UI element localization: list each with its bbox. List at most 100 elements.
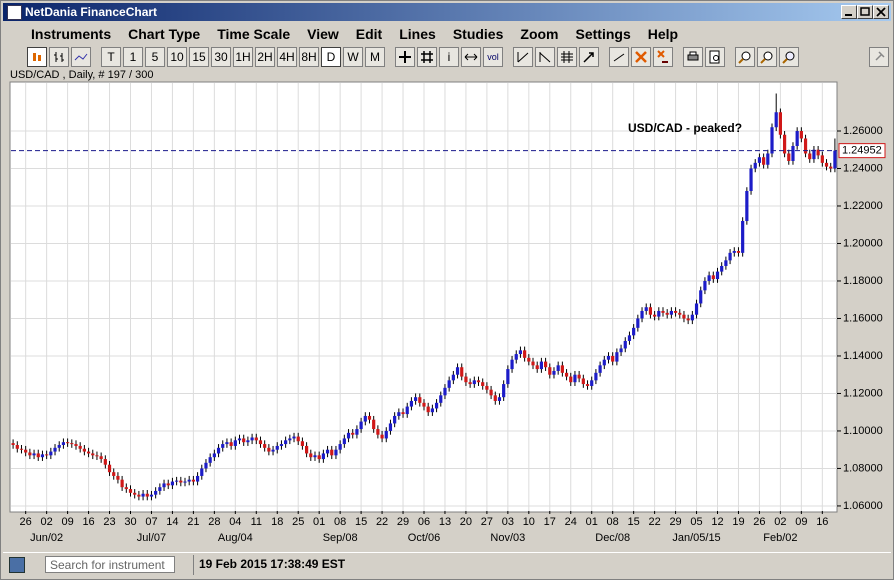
candle-body bbox=[334, 449, 338, 456]
x-tick-label: 29 bbox=[397, 516, 409, 528]
candle-body bbox=[166, 483, 170, 486]
candle-body bbox=[112, 472, 116, 476]
candle-body bbox=[384, 430, 388, 439]
candle-body bbox=[615, 352, 619, 362]
x-tick-label: 13 bbox=[439, 516, 451, 528]
x-tick-label: 15 bbox=[355, 516, 367, 528]
candle-body bbox=[309, 453, 313, 458]
fibonacci-button[interactable] bbox=[557, 47, 577, 67]
candle-body bbox=[627, 335, 632, 341]
period-button[interactable]: 8H bbox=[299, 47, 319, 67]
x-tick-label: 19 bbox=[732, 516, 744, 528]
candle-body bbox=[447, 380, 451, 388]
candle-body bbox=[78, 445, 82, 449]
menu-item[interactable]: Studies bbox=[452, 26, 504, 42]
candle-body bbox=[833, 150, 837, 169]
line-chart-button[interactable] bbox=[71, 47, 91, 67]
x-tick-label: 17 bbox=[544, 516, 556, 528]
candle-body bbox=[32, 453, 36, 456]
candle-body bbox=[636, 318, 640, 328]
candle-body bbox=[28, 452, 32, 456]
period-button[interactable]: M bbox=[365, 47, 385, 67]
period-button[interactable]: 4H bbox=[277, 47, 297, 67]
menu-item[interactable]: Settings bbox=[575, 26, 631, 42]
candle-body bbox=[133, 492, 137, 495]
period-button[interactable]: 1 bbox=[123, 47, 143, 67]
scroll-button[interactable] bbox=[461, 47, 481, 67]
candle-body bbox=[787, 153, 791, 161]
candle-body bbox=[99, 456, 103, 460]
candle-body bbox=[762, 157, 766, 165]
x-month-label: Feb/02 bbox=[763, 532, 797, 544]
period-button[interactable]: 1H bbox=[233, 47, 253, 67]
candle-body bbox=[195, 475, 200, 482]
period-button[interactable]: 15 bbox=[189, 47, 209, 67]
menu-item[interactable]: Edit bbox=[355, 26, 383, 42]
volume-button[interactable]: vol bbox=[483, 47, 503, 67]
candle-chart-button[interactable] bbox=[27, 47, 47, 67]
zoom-in-button[interactable] bbox=[735, 47, 755, 67]
close-button[interactable] bbox=[873, 5, 889, 19]
candle-body bbox=[137, 494, 141, 497]
period-button[interactable]: D bbox=[321, 47, 341, 67]
x-tick-label: 18 bbox=[271, 516, 283, 528]
status-datetime: 19 Feb 2015 17:38:49 EST bbox=[199, 557, 346, 571]
candle-body bbox=[573, 374, 577, 383]
candle-body bbox=[372, 419, 376, 430]
candle-body bbox=[657, 310, 661, 317]
menu-item[interactable]: Time Scale bbox=[217, 26, 291, 42]
x-tick-label: 16 bbox=[82, 516, 94, 528]
menu-item[interactable]: Help bbox=[647, 26, 679, 42]
candle-body bbox=[619, 348, 623, 353]
instrument-search[interactable]: Search for instrument bbox=[45, 556, 175, 573]
zoom-out-button[interactable] bbox=[757, 47, 777, 67]
pin-button[interactable] bbox=[869, 47, 889, 67]
candle-body bbox=[556, 365, 560, 371]
maximize-button[interactable] bbox=[857, 5, 873, 19]
line-tool-button[interactable] bbox=[609, 47, 629, 67]
candle-body bbox=[665, 312, 669, 315]
period-button[interactable]: W bbox=[343, 47, 363, 67]
zoom-reset-button[interactable] bbox=[779, 47, 799, 67]
candle-body bbox=[460, 367, 464, 377]
print-button[interactable] bbox=[683, 47, 703, 67]
period-button[interactable]: 2H bbox=[255, 47, 275, 67]
period-button[interactable]: 30 bbox=[211, 47, 231, 67]
candle-body bbox=[715, 271, 720, 280]
bar-chart-button[interactable] bbox=[49, 47, 69, 67]
x-tick-label: 08 bbox=[334, 516, 346, 528]
menu-item[interactable]: Lines bbox=[399, 26, 436, 42]
window-title: NetDania FinanceChart bbox=[25, 5, 158, 19]
period-buttons: T 1 5 10 15 30 1H 2H 4H 8H D W M bbox=[101, 47, 385, 67]
period-button[interactable]: 5 bbox=[145, 47, 165, 67]
trend-line-button[interactable] bbox=[513, 47, 533, 67]
period-button[interactable]: 10 bbox=[167, 47, 187, 67]
delete-button[interactable] bbox=[631, 47, 651, 67]
grid-button[interactable] bbox=[417, 47, 437, 67]
channel-button[interactable] bbox=[535, 47, 555, 67]
candle-body bbox=[66, 442, 70, 444]
arrow-button[interactable] bbox=[579, 47, 599, 67]
annotation: USD/CAD - peaked? bbox=[628, 121, 742, 135]
x-tick-label: 01 bbox=[586, 516, 598, 528]
candle-body bbox=[216, 447, 221, 454]
menu-item[interactable]: Instruments bbox=[31, 26, 112, 42]
x-tick-label: 26 bbox=[20, 516, 32, 528]
candle-body bbox=[581, 378, 585, 385]
menu-item[interactable]: Chart Type bbox=[128, 26, 201, 42]
menu-item[interactable]: View bbox=[307, 26, 339, 42]
candle-body bbox=[774, 112, 778, 128]
preview-button[interactable] bbox=[705, 47, 725, 67]
crosshair-button[interactable] bbox=[395, 47, 415, 67]
delete-all-button[interactable] bbox=[653, 47, 673, 67]
candle-body bbox=[208, 457, 212, 463]
minimize-button[interactable] bbox=[841, 5, 857, 19]
x-tick-label: 29 bbox=[669, 516, 681, 528]
period-button[interactable]: T bbox=[101, 47, 121, 67]
candle-body bbox=[803, 138, 808, 154]
x-tick-label: 23 bbox=[103, 516, 115, 528]
menu-item[interactable]: Zoom bbox=[520, 26, 559, 42]
info-button[interactable]: i bbox=[439, 47, 459, 67]
candle-body bbox=[367, 415, 372, 420]
candle-body bbox=[263, 444, 267, 448]
